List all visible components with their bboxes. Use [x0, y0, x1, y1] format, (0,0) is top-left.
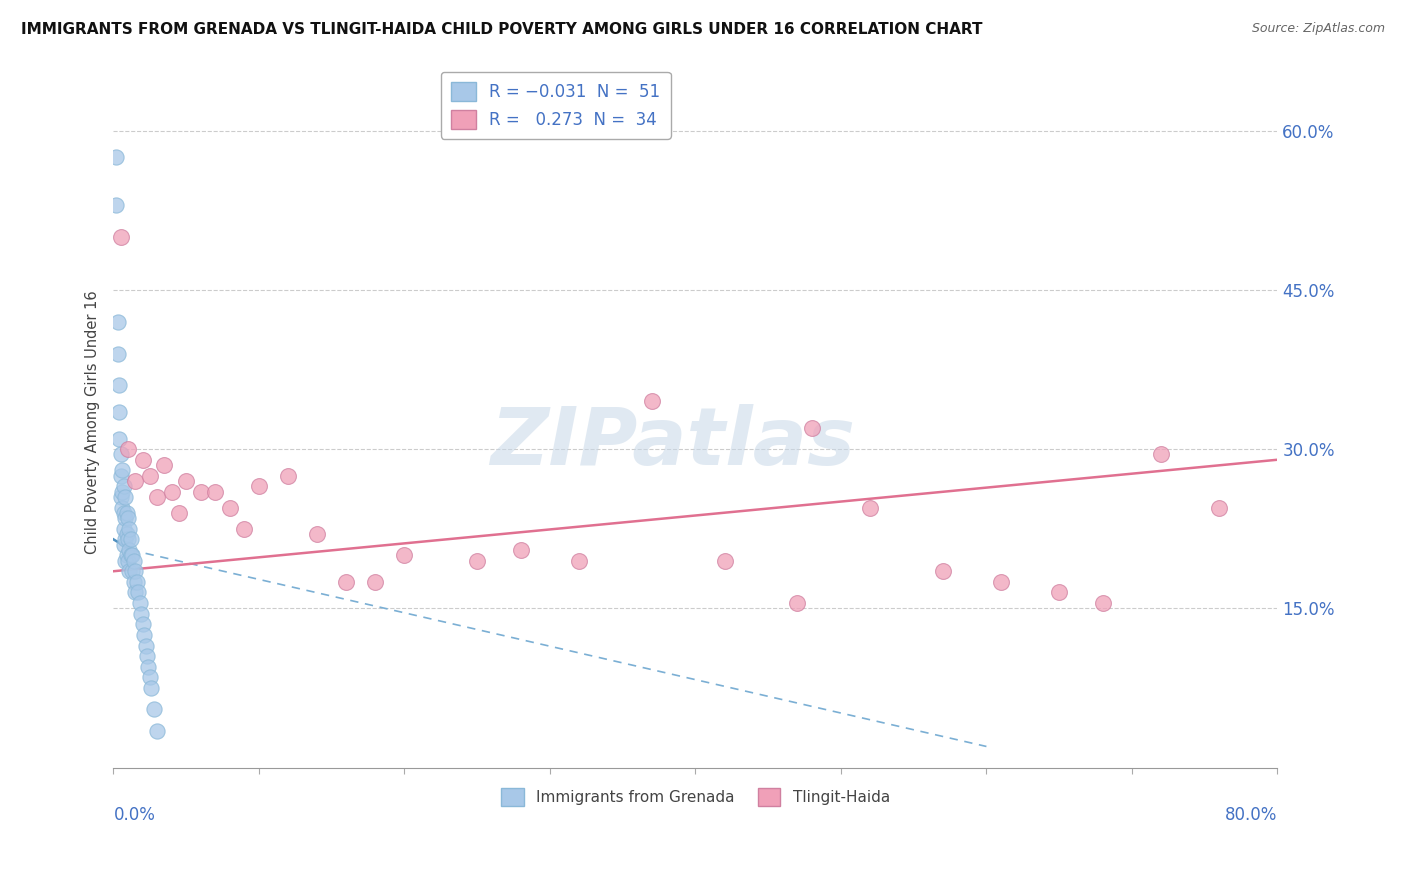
Point — [118, 522, 141, 536]
Point — [568, 554, 591, 568]
Point — [800, 421, 823, 435]
Point — [110, 229, 132, 244]
Point — [120, 549, 142, 563]
Point — [124, 564, 146, 578]
Point — [146, 723, 169, 738]
Point — [1150, 447, 1173, 461]
Point — [247, 479, 270, 493]
Point — [127, 585, 149, 599]
Point — [1208, 500, 1230, 515]
Point — [394, 549, 416, 563]
Point — [107, 315, 129, 329]
Point — [1091, 596, 1114, 610]
Point — [932, 564, 955, 578]
Point — [219, 500, 242, 515]
Point — [114, 554, 136, 568]
Point — [112, 506, 135, 520]
Point — [124, 474, 146, 488]
Point — [115, 527, 138, 541]
Point — [125, 574, 148, 589]
Point — [111, 484, 134, 499]
Point — [114, 511, 136, 525]
Point — [153, 458, 176, 472]
Point — [139, 670, 162, 684]
Point — [105, 150, 128, 164]
Point — [132, 628, 155, 642]
Point — [122, 554, 145, 568]
Point — [111, 500, 134, 515]
Point — [204, 484, 226, 499]
Point — [114, 490, 136, 504]
Point — [174, 474, 197, 488]
Text: IMMIGRANTS FROM GRENADA VS TLINGIT-HAIDA CHILD POVERTY AMONG GIRLS UNDER 16 CORR: IMMIGRANTS FROM GRENADA VS TLINGIT-HAIDA… — [21, 22, 983, 37]
Point — [139, 468, 162, 483]
Point — [141, 681, 163, 695]
Point — [641, 394, 664, 409]
Point — [138, 660, 160, 674]
Text: Source: ZipAtlas.com: Source: ZipAtlas.com — [1251, 22, 1385, 36]
Point — [122, 574, 145, 589]
Point — [110, 468, 132, 483]
Point — [136, 649, 159, 664]
Point — [146, 490, 169, 504]
Point — [115, 506, 138, 520]
Point — [114, 533, 136, 547]
Point — [713, 554, 735, 568]
Point — [335, 574, 357, 589]
Point — [108, 378, 131, 392]
Point — [108, 432, 131, 446]
Point — [786, 596, 808, 610]
Point — [117, 533, 139, 547]
Point — [110, 447, 132, 461]
Point — [112, 479, 135, 493]
Point — [364, 574, 387, 589]
Point — [112, 538, 135, 552]
Point — [131, 617, 153, 632]
Point — [465, 554, 488, 568]
Point — [509, 543, 531, 558]
Point — [190, 484, 212, 499]
Point — [277, 468, 299, 483]
Point — [118, 543, 141, 558]
Point — [233, 522, 256, 536]
Point — [128, 596, 150, 610]
Point — [117, 442, 139, 456]
Point — [120, 533, 142, 547]
Point — [111, 463, 134, 477]
Point — [107, 346, 129, 360]
Point — [105, 198, 128, 212]
Point — [167, 506, 190, 520]
Text: 80.0%: 80.0% — [1225, 805, 1278, 823]
Point — [307, 527, 329, 541]
Point — [108, 405, 131, 419]
Point — [160, 484, 183, 499]
Point — [131, 452, 153, 467]
Text: 0.0%: 0.0% — [114, 805, 156, 823]
Point — [121, 564, 143, 578]
Point — [112, 522, 135, 536]
Point — [134, 639, 156, 653]
Point — [118, 564, 141, 578]
Point — [115, 549, 138, 563]
Point — [129, 607, 152, 621]
Point — [110, 490, 132, 504]
Point — [990, 574, 1012, 589]
Text: ZIPatlas: ZIPatlas — [489, 404, 855, 483]
Point — [117, 554, 139, 568]
Point — [143, 702, 166, 716]
Point — [859, 500, 882, 515]
Point — [121, 549, 143, 563]
Point — [1047, 585, 1070, 599]
Point — [117, 511, 139, 525]
Legend: Immigrants from Grenada, Tlingit-Haida: Immigrants from Grenada, Tlingit-Haida — [495, 782, 896, 812]
Point — [124, 585, 146, 599]
Y-axis label: Child Poverty Among Girls Under 16: Child Poverty Among Girls Under 16 — [86, 291, 100, 555]
